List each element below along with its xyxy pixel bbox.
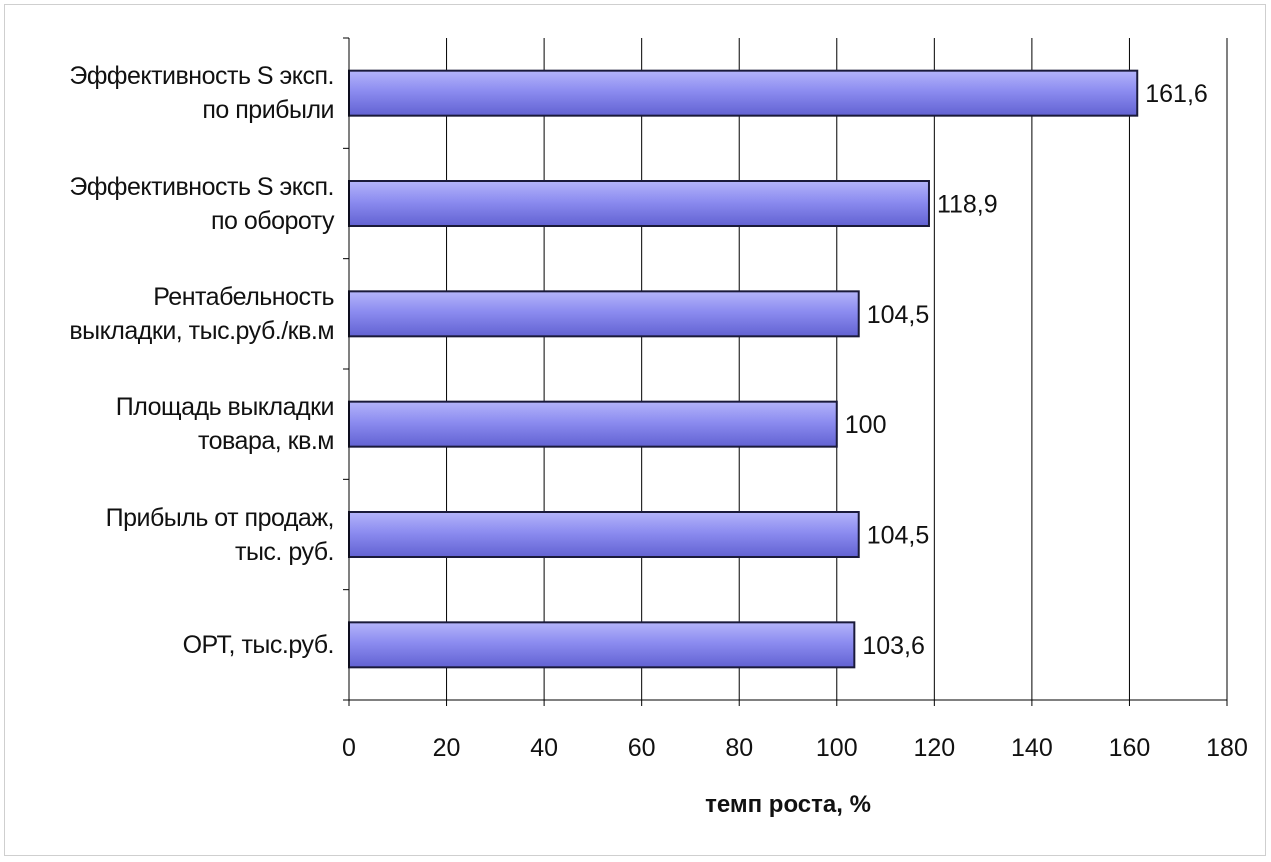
value-labels: 161,6 118,9 104,5 100 104,5 103,6: [845, 80, 1208, 660]
category-label: Прибыль от продаж, тыс. руб.: [105, 503, 335, 566]
bar: [348, 290, 860, 338]
gridlines: [446, 38, 1228, 700]
data-label: 118,9: [937, 191, 998, 219]
bar: [348, 69, 1139, 117]
x-tick-label: 0: [342, 734, 356, 762]
x-tick-label: 120: [913, 734, 955, 762]
bar: [348, 180, 930, 227]
bars: [348, 69, 1139, 669]
category-label: Эффективность S эксп. по обороту: [69, 172, 334, 235]
x-tick-label: 20: [433, 734, 461, 762]
data-label: 161,6: [1145, 80, 1208, 108]
x-tick-label: 80: [725, 734, 753, 762]
bar: [348, 400, 838, 448]
data-label: 100: [845, 411, 887, 439]
category-label: ОРТ, тыс.руб.: [182, 630, 335, 659]
category-label: Эффективность S эксп. по прибыли: [69, 62, 334, 125]
data-label: 104,5: [867, 522, 930, 550]
x-axis-label: темп роста, %: [705, 791, 871, 818]
bar: [348, 621, 856, 669]
category-label: Рентабельность выкладки, тыс.руб./кв.м: [69, 282, 334, 345]
category-label: Площадь выкладки товара, кв.м: [115, 393, 335, 456]
bar: [348, 511, 860, 558]
x-tick-label: 180: [1206, 734, 1248, 762]
x-tick-label: 40: [530, 734, 558, 762]
x-tick-label: 160: [1109, 734, 1151, 762]
data-label: 104,5: [867, 301, 930, 329]
axes: 0 20 40 60 80 100 120 140 160 180: [342, 37, 1248, 762]
x-tick-label: 60: [628, 734, 656, 762]
data-label: 103,6: [862, 632, 925, 660]
x-tick-label: 100: [816, 734, 858, 762]
x-tick-label: 140: [1011, 734, 1053, 762]
